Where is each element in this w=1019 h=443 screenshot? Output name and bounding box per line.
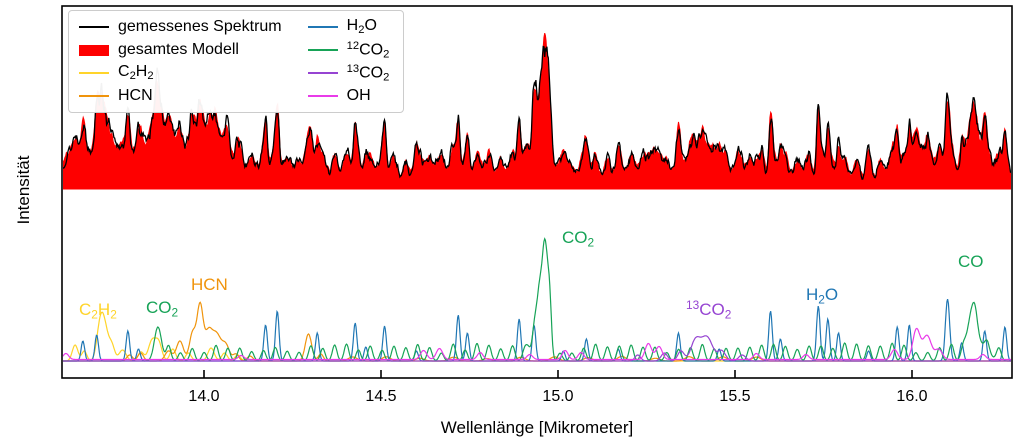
x-tick-label-15.5: 15.5	[719, 388, 751, 405]
series-h2o-line	[63, 298, 1011, 362]
legend-entry-measured: gemessenes Spektrum	[79, 17, 282, 37]
legend-entry-hcn: HCN	[79, 86, 282, 106]
legend-entry-13co2: 13CO2	[307, 62, 390, 84]
legend-label-c2h2: C2H2	[118, 63, 154, 83]
legend-label-oh: OH	[346, 87, 371, 104]
legend: gemessenes Spektrum gesamtes Modell C2H2 HC…	[68, 10, 405, 113]
12co2-swatch	[307, 49, 338, 51]
series-oh-line	[63, 327, 1011, 361]
annotation-13co2: 13CO2	[686, 298, 732, 322]
legend-entry-model: gesamtes Modell	[79, 40, 282, 60]
legend-entry-oh: OH	[307, 86, 390, 106]
legend-label-model: gesamtes Modell	[118, 41, 239, 58]
legend-label-hcn: HCN	[118, 87, 153, 104]
annotation-h2o: H2O	[806, 285, 839, 307]
h2o-swatch	[307, 26, 338, 28]
series-13co2-line	[63, 335, 1011, 362]
legend-entry-h2o: H2O	[307, 17, 390, 37]
model-swatch	[79, 44, 109, 56]
x-axis-label: Wellenlänge [Mikrometer]	[440, 418, 634, 437]
plot-frame	[61, 5, 1013, 379]
legend-column-1: gemessenes Spektrum gesamtes Modell C2H2 HC…	[79, 17, 282, 106]
legend-label-12co2: 12CO2	[346, 39, 390, 61]
legend-label-13co2: 13CO2	[346, 62, 390, 84]
legend-entry-12co2: 12CO2	[307, 39, 390, 61]
legend-column-2: H2O 12CO2 13CO2 OH	[307, 17, 390, 106]
measured-swatch	[79, 26, 109, 28]
legend-entry-c2h2: C2H2	[79, 63, 282, 83]
annotation-co2-left: CO2	[146, 298, 179, 320]
c2h2-swatch	[79, 72, 109, 74]
annotation-hcn: HCN	[191, 275, 228, 294]
annotation-co: CO	[958, 252, 984, 271]
x-tick-label-14.0: 14.0	[188, 388, 220, 405]
x-tick-label-16.0: 16.0	[896, 388, 928, 405]
series-measured-line	[63, 45, 1011, 180]
series-12co2-line	[63, 237, 1011, 362]
13co2-swatch	[307, 72, 338, 74]
y-axis-label: Intensität	[14, 155, 33, 225]
legend-label-measured: gemessenes Spektrum	[118, 18, 282, 35]
legend-label-h2o: H2O	[346, 17, 377, 37]
hcn-swatch	[79, 95, 109, 97]
oh-swatch	[307, 95, 338, 97]
x-tick-label-15.0: 15.0	[542, 388, 574, 405]
annotation-co2-main: CO2	[562, 228, 595, 250]
x-tick-label-14.5: 14.5	[365, 388, 397, 405]
annotation-c2h2: C2H2	[79, 300, 117, 322]
